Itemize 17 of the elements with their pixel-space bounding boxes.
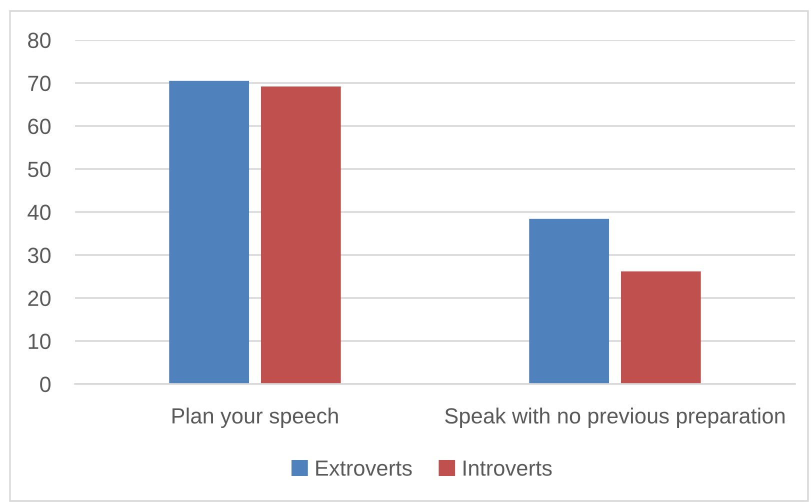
y-tick-label: 60: [28, 118, 51, 134]
bar: [169, 80, 250, 384]
x-tick-label: Plan your speech: [172, 408, 338, 428]
y-tick-label: 50: [28, 162, 51, 178]
legend-label: Introverts: [464, 460, 552, 476]
legend-label: Extroverts: [316, 460, 412, 476]
y-tick-label: 0: [40, 376, 51, 392]
bar: [620, 271, 701, 384]
y-tick-label: 20: [28, 290, 51, 306]
y-tick-label: 80: [28, 32, 51, 48]
bar: [529, 218, 610, 384]
x-tick-label: Speak with no previous preparation: [445, 408, 785, 428]
y-tick-label: 30: [28, 248, 51, 264]
y-tick-label: 70: [28, 76, 51, 92]
y-tick-label: 40: [28, 204, 51, 220]
bar: [260, 86, 341, 384]
y-tick-label: 10: [28, 334, 51, 350]
